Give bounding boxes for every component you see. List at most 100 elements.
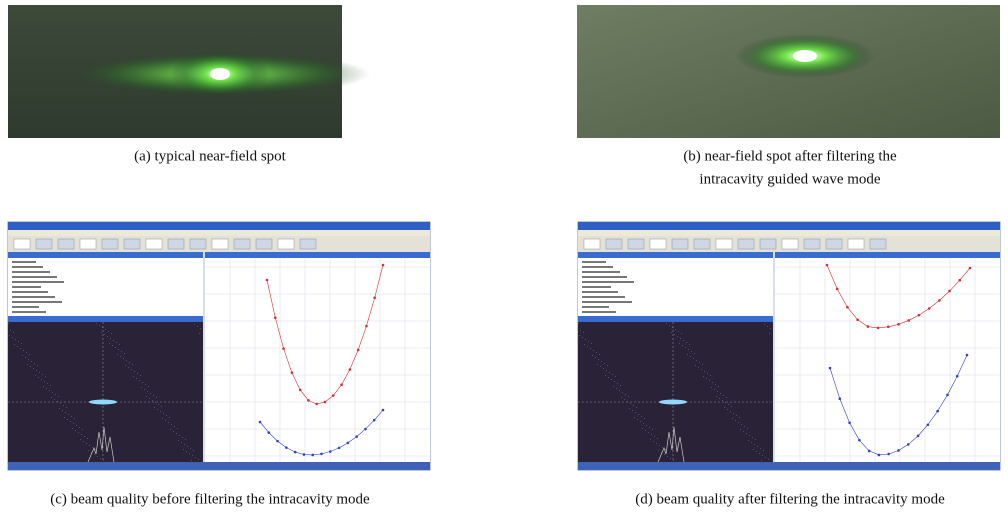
noise (609, 372, 610, 373)
noise (693, 358, 694, 359)
noise (22, 355, 23, 356)
noise (754, 444, 755, 445)
noise (44, 381, 45, 382)
text-line (12, 286, 41, 288)
noise (156, 397, 157, 398)
noise (736, 415, 737, 416)
noise (121, 351, 122, 352)
noise (689, 344, 690, 345)
noise (761, 460, 762, 461)
noise (18, 341, 19, 342)
text-line (582, 261, 606, 263)
text-line (12, 266, 43, 268)
noise (146, 396, 147, 397)
point (866, 325, 870, 328)
screenshot-c (7, 221, 431, 471)
noise (33, 368, 34, 369)
noise (35, 375, 36, 376)
noise (724, 407, 725, 408)
text-line (582, 281, 634, 283)
noise (144, 389, 145, 390)
noise (753, 449, 754, 450)
point (282, 347, 285, 350)
noise (759, 453, 760, 454)
plot-pane (205, 252, 430, 462)
noise (615, 376, 616, 377)
text-line (582, 286, 611, 288)
noise (66, 407, 67, 408)
noise (652, 429, 653, 430)
noise (111, 333, 112, 334)
noise (769, 333, 770, 334)
noise (730, 411, 731, 412)
noise (78, 432, 79, 433)
point (876, 326, 880, 330)
pane-header (775, 252, 1000, 258)
noise (657, 438, 658, 439)
noise (767, 326, 768, 327)
text-line (12, 311, 46, 313)
noise (189, 453, 190, 454)
noise (671, 332, 672, 333)
noise (86, 443, 87, 444)
caption: (c) beam quality before filtering the in… (50, 491, 370, 507)
noise (59, 408, 60, 409)
noise (52, 392, 53, 393)
menu-bar (578, 230, 1000, 236)
noise (155, 402, 156, 403)
noise (678, 331, 679, 332)
noise (630, 403, 631, 404)
noise (41, 379, 42, 380)
noise (179, 435, 180, 436)
noise (665, 449, 666, 450)
noise (740, 429, 741, 430)
noise (748, 440, 749, 441)
point (946, 393, 949, 397)
tool-button (255, 238, 273, 250)
noise (174, 426, 175, 427)
noise (757, 446, 758, 447)
beam-spot (659, 399, 687, 405)
noise (638, 414, 639, 415)
point (323, 400, 327, 404)
text-line (12, 291, 48, 293)
point (298, 388, 302, 392)
noise (694, 353, 695, 354)
tool-button (57, 238, 75, 250)
noise (128, 367, 129, 368)
point (958, 278, 962, 282)
noise (701, 369, 702, 370)
noise (604, 363, 605, 364)
tool-button (737, 238, 755, 250)
noise (592, 355, 593, 356)
noise (147, 391, 148, 392)
noise (597, 364, 598, 365)
noise (50, 385, 51, 386)
noise (131, 369, 132, 370)
noise (598, 359, 599, 360)
noise (746, 433, 747, 434)
point (907, 319, 911, 322)
taskbar (578, 462, 1000, 470)
noise (680, 338, 681, 339)
noise (606, 370, 607, 371)
noise (696, 360, 697, 361)
tool-button (299, 238, 317, 250)
noise (58, 396, 59, 397)
noise (659, 445, 660, 446)
noise (65, 412, 66, 413)
noise (104, 334, 105, 335)
noise (612, 374, 613, 375)
noise (679, 343, 680, 344)
noise (15, 339, 16, 340)
noise (119, 344, 120, 345)
text-line (582, 306, 609, 308)
noise (698, 367, 699, 368)
noise (580, 330, 581, 331)
noise (595, 357, 596, 358)
noise (651, 434, 652, 435)
noise (187, 446, 188, 447)
noise (648, 432, 649, 433)
noise (133, 376, 134, 377)
